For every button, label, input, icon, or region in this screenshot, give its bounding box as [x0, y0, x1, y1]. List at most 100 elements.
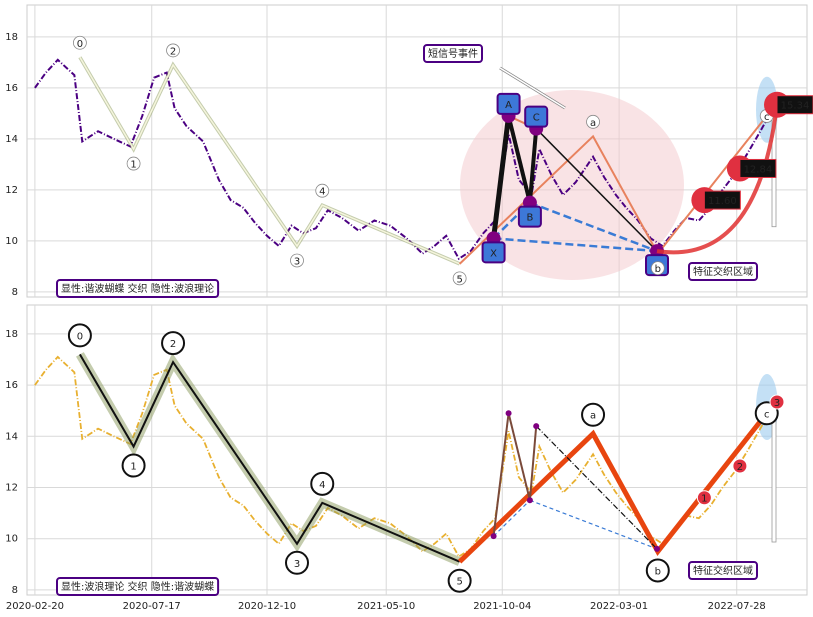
harmonic-point [533, 423, 540, 430]
harmonic-point [654, 545, 660, 552]
harmonic-point [505, 410, 512, 417]
feature-zone [460, 90, 684, 280]
x-tick-label: 2020-12-10 [238, 601, 296, 612]
harmonic-label-box [517, 205, 542, 228]
caption: 显性:谐波蝴蝶 交织 隐性:波浪理论 [61, 282, 214, 295]
wave-label-circle [121, 453, 146, 478]
y-tick-label: 10 [5, 236, 18, 247]
zone-annotation: 特征交织区域 [693, 265, 753, 278]
wave-label-circle [67, 323, 92, 348]
wave-label: 5 [456, 274, 462, 285]
wave-line [79, 56, 460, 265]
caption: 显性:波浪理论 交织 隐性:谐波蝴蝶 [61, 580, 214, 593]
y-tick-label: 16 [5, 380, 18, 391]
zone-annotation: 特征交织区域 [693, 564, 753, 577]
x-tick-label: 2022-03-01 [590, 601, 648, 612]
wave-label: 2 [170, 339, 176, 350]
wave-label: 3 [294, 559, 300, 570]
y-tick-label: 8 [12, 585, 18, 596]
prediction-marker [696, 490, 712, 506]
plot-area [26, 304, 808, 596]
abc-label-circle [645, 558, 670, 583]
harmonic-label: C [533, 113, 540, 124]
harmonic-xb [493, 499, 531, 537]
wave-label: 4 [319, 187, 325, 198]
harmonic-ab [506, 115, 532, 204]
harmonic-label: A [505, 100, 512, 111]
harmonic-bd [529, 201, 658, 253]
y-tick-label: 14 [5, 431, 18, 442]
wave-label-circle [126, 156, 141, 171]
harmonic-label: B [526, 213, 533, 224]
abc-label: b [655, 264, 661, 275]
y-tick-label: 18 [5, 32, 18, 43]
abc-label: b [655, 566, 661, 577]
prediction-marker [769, 394, 785, 410]
abc-label-circle [586, 114, 600, 129]
signal-arrow-inner [499, 67, 566, 109]
harmonic-bc [527, 128, 539, 203]
x-tick-label: 2020-02-20 [6, 601, 64, 612]
wave-label: 2 [170, 46, 176, 57]
prediction-label: 15.34 [781, 101, 810, 112]
top-panel: 81012141618XABCD012345abc11.6012.8415.34… [5, 4, 813, 298]
prediction-label-box [739, 158, 777, 178]
wave-label-circle [310, 471, 335, 496]
wave-label: 0 [77, 331, 83, 342]
prediction-label-box [776, 95, 813, 115]
abc-line [457, 411, 769, 564]
x-tick-label: 2021-10-04 [473, 601, 531, 612]
prediction-label-box [703, 190, 741, 210]
y-tick-label: 18 [5, 329, 18, 340]
wave-label: 4 [319, 480, 325, 491]
prediction-label: 12.84 [744, 164, 773, 175]
wave-label: 1 [130, 462, 136, 473]
harmonic-label-box [524, 105, 549, 128]
harmonic-cd [535, 128, 658, 252]
harmonic-cd [535, 425, 658, 550]
y-tick-label: 12 [5, 482, 18, 493]
harmonic-point [490, 533, 497, 540]
wave-label-circle [447, 568, 472, 593]
signal-annotation-box [423, 44, 483, 63]
wave-label-circle [452, 271, 467, 286]
wave-label-circle [315, 183, 330, 198]
caption-box [56, 279, 220, 298]
abc-label: c [764, 409, 770, 420]
y-tick-label: 16 [5, 83, 18, 94]
y-tick-label: 8 [12, 287, 18, 298]
target-marker [771, 411, 777, 543]
harmonic-xa [492, 413, 510, 537]
harmonic-xd [493, 237, 658, 253]
abc-label-circle [650, 261, 665, 276]
harmonic-label: X [490, 248, 497, 259]
prediction-label: 2 [737, 462, 743, 473]
prediction-label: 3 [774, 398, 780, 409]
caption-box [56, 577, 220, 596]
prediction-marker [732, 458, 748, 474]
y-tick-label: 12 [5, 185, 18, 196]
projection-arc [656, 104, 779, 255]
abc-label: a [590, 411, 596, 422]
wave-label-circle [166, 43, 180, 58]
plot-area [26, 4, 808, 298]
x-tick-label: 2022-07-28 [708, 601, 766, 612]
wave-label: 0 [77, 39, 83, 50]
harmonic-xa [491, 115, 512, 239]
zone-annotation-box [688, 561, 758, 580]
x-tick-label: 2020-07-17 [123, 601, 181, 612]
wave-label: 3 [294, 256, 300, 267]
harmonic-bd [529, 499, 658, 550]
zone-annotation-box [688, 262, 758, 281]
wave-label-circle [161, 331, 186, 356]
abc-label: c [764, 112, 770, 123]
abc-label-circle [581, 402, 606, 427]
signal-annotation: 短信号事件 [428, 47, 478, 60]
harmonic-bc [528, 425, 538, 501]
harmonic-point [526, 497, 533, 504]
y-tick-label: 14 [5, 134, 18, 145]
wave-label-circle [290, 253, 304, 268]
abc-label: a [590, 118, 596, 129]
